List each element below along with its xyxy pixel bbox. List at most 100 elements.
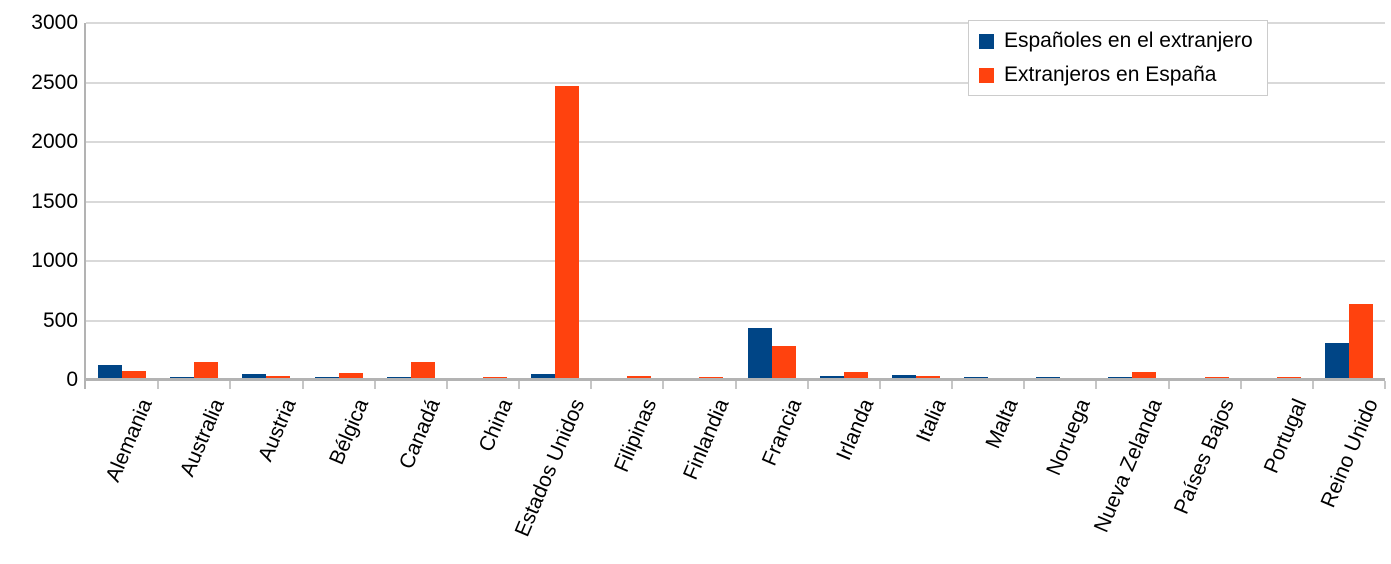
legend-swatch-orange-icon (979, 67, 994, 83)
bar-group (98, 365, 147, 379)
bar-espanoles (819, 376, 844, 379)
bar-extranjeros (915, 376, 940, 379)
x-axis-tick (1167, 381, 1170, 389)
x-axis-category-label: Nueva Zelanda (1089, 395, 1167, 536)
y-axis-tick-label: 3000 (31, 11, 78, 34)
x-axis-category-label: Italia (911, 395, 951, 446)
x-axis-tick (229, 381, 232, 389)
x-axis-tick (157, 381, 160, 389)
x-axis-category-label: Malta (981, 395, 1023, 452)
bar-group (1325, 304, 1373, 379)
bar-extranjeros (122, 371, 147, 379)
x-axis-tick (1095, 381, 1098, 389)
x-axis-category-label: Bélgica (324, 395, 373, 469)
bar-group (386, 362, 435, 379)
gridline (86, 319, 1385, 322)
x-axis-line (86, 378, 1385, 381)
bar-extranjeros (1132, 372, 1157, 379)
y-axis-labels: 0 500 1000 1500 2000 2500 3000 (0, 0, 78, 564)
x-axis-tick (1023, 381, 1026, 389)
x-axis-category-label: Alemania (100, 395, 157, 486)
bar-extranjeros (194, 362, 219, 379)
legend-label: Extranjeros en España (1004, 63, 1217, 86)
category-slot: Australia (158, 23, 232, 480)
category-slot: Estados Unidos (511, 23, 593, 540)
x-axis-tick (373, 381, 376, 389)
category-slot: China (447, 23, 521, 455)
legend-item-series2: Extranjeros en España (979, 61, 1253, 89)
x-axis-category-label: Estados Unidos (510, 395, 590, 540)
category-slot: Finlandia (663, 23, 737, 483)
bar-group (891, 375, 940, 379)
bar-group (170, 362, 219, 379)
bar-extranjeros (1349, 304, 1373, 379)
x-axis-tick (806, 381, 809, 389)
legend-swatch-blue-icon (979, 33, 994, 49)
bar-group (242, 374, 291, 379)
x-axis-category-label: Australia (175, 395, 229, 480)
category-slot: Bélgica (303, 23, 376, 468)
x-axis-category-label: Canadá (395, 395, 446, 473)
y-axis-tick-label: 1000 (31, 249, 78, 272)
x-axis-category-label: Noruega (1041, 395, 1095, 479)
x-axis-tick (518, 381, 521, 389)
x-axis-tick (878, 381, 881, 389)
y-axis-tick-label: 2000 (31, 130, 78, 153)
category-slot: Canadá (375, 23, 448, 472)
legend: Españoles en el extranjero Extranjeros e… (968, 20, 1268, 96)
bar-espanoles (98, 365, 123, 379)
x-axis-category-label: Austria (253, 395, 301, 465)
x-axis-category-label: Francia (757, 395, 806, 470)
x-axis-tick (1311, 381, 1314, 389)
bar-espanoles (1325, 343, 1349, 379)
x-axis-category-label: Reino Unido (1316, 395, 1384, 511)
category-slot: Reino Unido (1313, 23, 1387, 511)
y-axis-tick-label: 0 (66, 368, 78, 391)
x-axis-tick (301, 381, 304, 389)
gridline (86, 81, 1385, 84)
x-axis-tick (590, 381, 593, 389)
bar-group (819, 372, 868, 379)
x-axis-tick (734, 381, 737, 389)
bar-espanoles (747, 328, 772, 379)
y-axis-tick-label: 1500 (31, 189, 78, 213)
x-axis-category-label: Irlanda (831, 395, 879, 464)
bar-extranjeros (266, 376, 291, 379)
bar-group (603, 376, 652, 379)
x-axis-tick (662, 381, 665, 389)
x-axis-tick (445, 381, 448, 389)
category-slot: Austria (230, 23, 304, 465)
bar-espanoles (242, 374, 267, 379)
y-axis-tick-label: 2500 (31, 70, 78, 94)
category-slot: Italia (880, 23, 954, 445)
category-slot: Alemania (86, 23, 160, 485)
bar-extranjeros (843, 372, 868, 379)
gridline (86, 260, 1385, 262)
y-axis-tick-label: 500 (42, 308, 78, 332)
plot-area: Alemania Australia Austria Bélgica Canadá Chi… (84, 22, 1387, 540)
x-axis-tick (1384, 381, 1387, 389)
bar-slots: Alemania Australia Austria Bélgica Canadá Chi… (86, 23, 1387, 540)
gridline (86, 141, 1385, 143)
y-axis-line (84, 23, 86, 389)
x-axis-tick (1239, 381, 1242, 389)
x-axis-category-label: Portugal (1259, 395, 1312, 477)
bar-extranjeros (555, 86, 580, 379)
x-axis-category-label: Países Bajos (1169, 395, 1239, 518)
x-axis-tick (951, 381, 954, 389)
category-slot: Irlanda (808, 23, 881, 464)
gridline (86, 200, 1385, 203)
category-slot: Francia (736, 23, 809, 469)
bar-extranjeros (627, 376, 652, 379)
x-axis-category-label: China (474, 395, 518, 456)
bar-group (747, 328, 796, 379)
category-slot: Filipinas (591, 23, 665, 476)
bar-group (531, 86, 580, 379)
legend-item-series1: Españoles en el extranjero (979, 27, 1253, 55)
bar-extranjeros (338, 373, 363, 379)
legend-label: Españoles en el extranjero (1004, 29, 1253, 52)
bar-espanoles (891, 375, 916, 379)
bar-extranjeros (771, 346, 796, 379)
x-axis-category-label: Filipinas (610, 395, 662, 476)
